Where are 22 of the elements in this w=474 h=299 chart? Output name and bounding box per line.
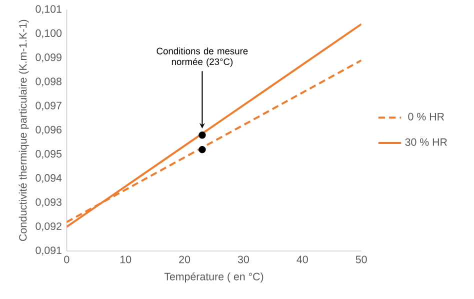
x-axis-title: Température ( en °C) (164, 272, 264, 282)
x-tick-label: 30 (238, 256, 249, 264)
y-tick-label: 0,101 (36, 5, 62, 14)
y-tick-label: 0,097 (36, 102, 62, 111)
y-axis-title: Conductivité thermique particulaire (K.m-1.K-1) (18, 20, 29, 241)
y-tick-label: 0,094 (36, 174, 62, 183)
y-tick-label: 0,100 (36, 29, 62, 38)
y-tick-label: 0,093 (36, 198, 62, 208)
x-tick-label: 40 (296, 256, 308, 264)
y-tick-label: 0,095 (36, 150, 62, 159)
x-tick-label: 10 (120, 256, 132, 264)
x-tick-label: 0 (64, 256, 70, 264)
legend-label: 0 % HR (408, 112, 444, 120)
y-tick-label: 0,091 (36, 246, 62, 256)
y-tick-label: 0,099 (36, 54, 62, 62)
legend-label: 30 % HR (405, 138, 447, 146)
y-tick-label: 0,092 (36, 222, 62, 232)
x-tick-label: 20 (179, 256, 190, 264)
y-tick-label: 0,098 (36, 78, 62, 86)
x-tick-label: 50 (356, 256, 367, 264)
y-tick-label: 0,096 (36, 126, 62, 135)
annotation: Conditions de mesure normée (23°C) (156, 48, 248, 67)
